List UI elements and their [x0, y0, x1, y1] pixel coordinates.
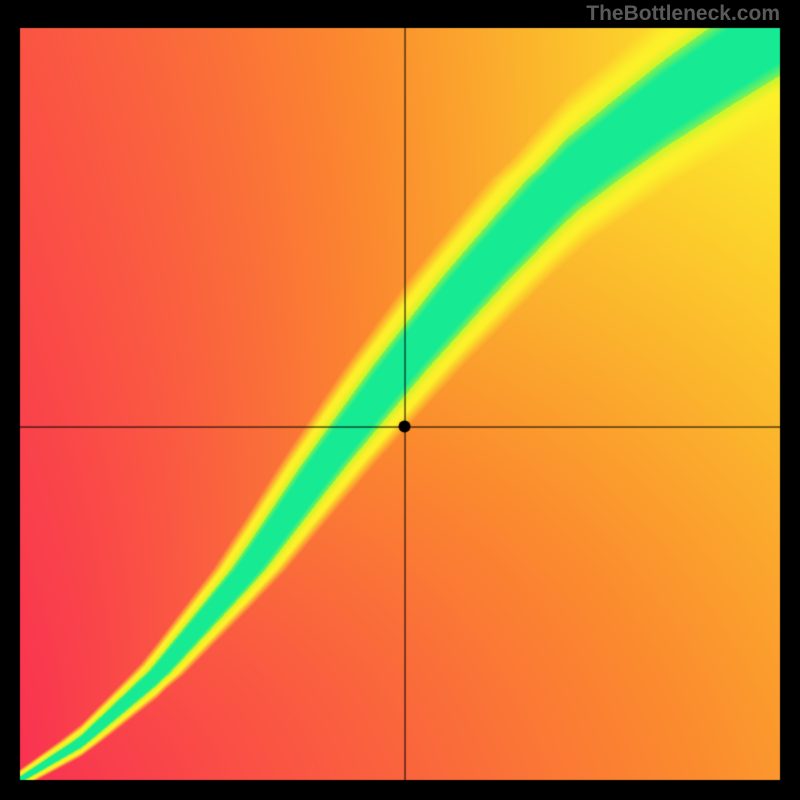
watermark-text: TheBottleneck.com	[586, 2, 780, 26]
heatmap-canvas	[0, 0, 800, 800]
chart-container: TheBottleneck.com	[0, 0, 800, 800]
